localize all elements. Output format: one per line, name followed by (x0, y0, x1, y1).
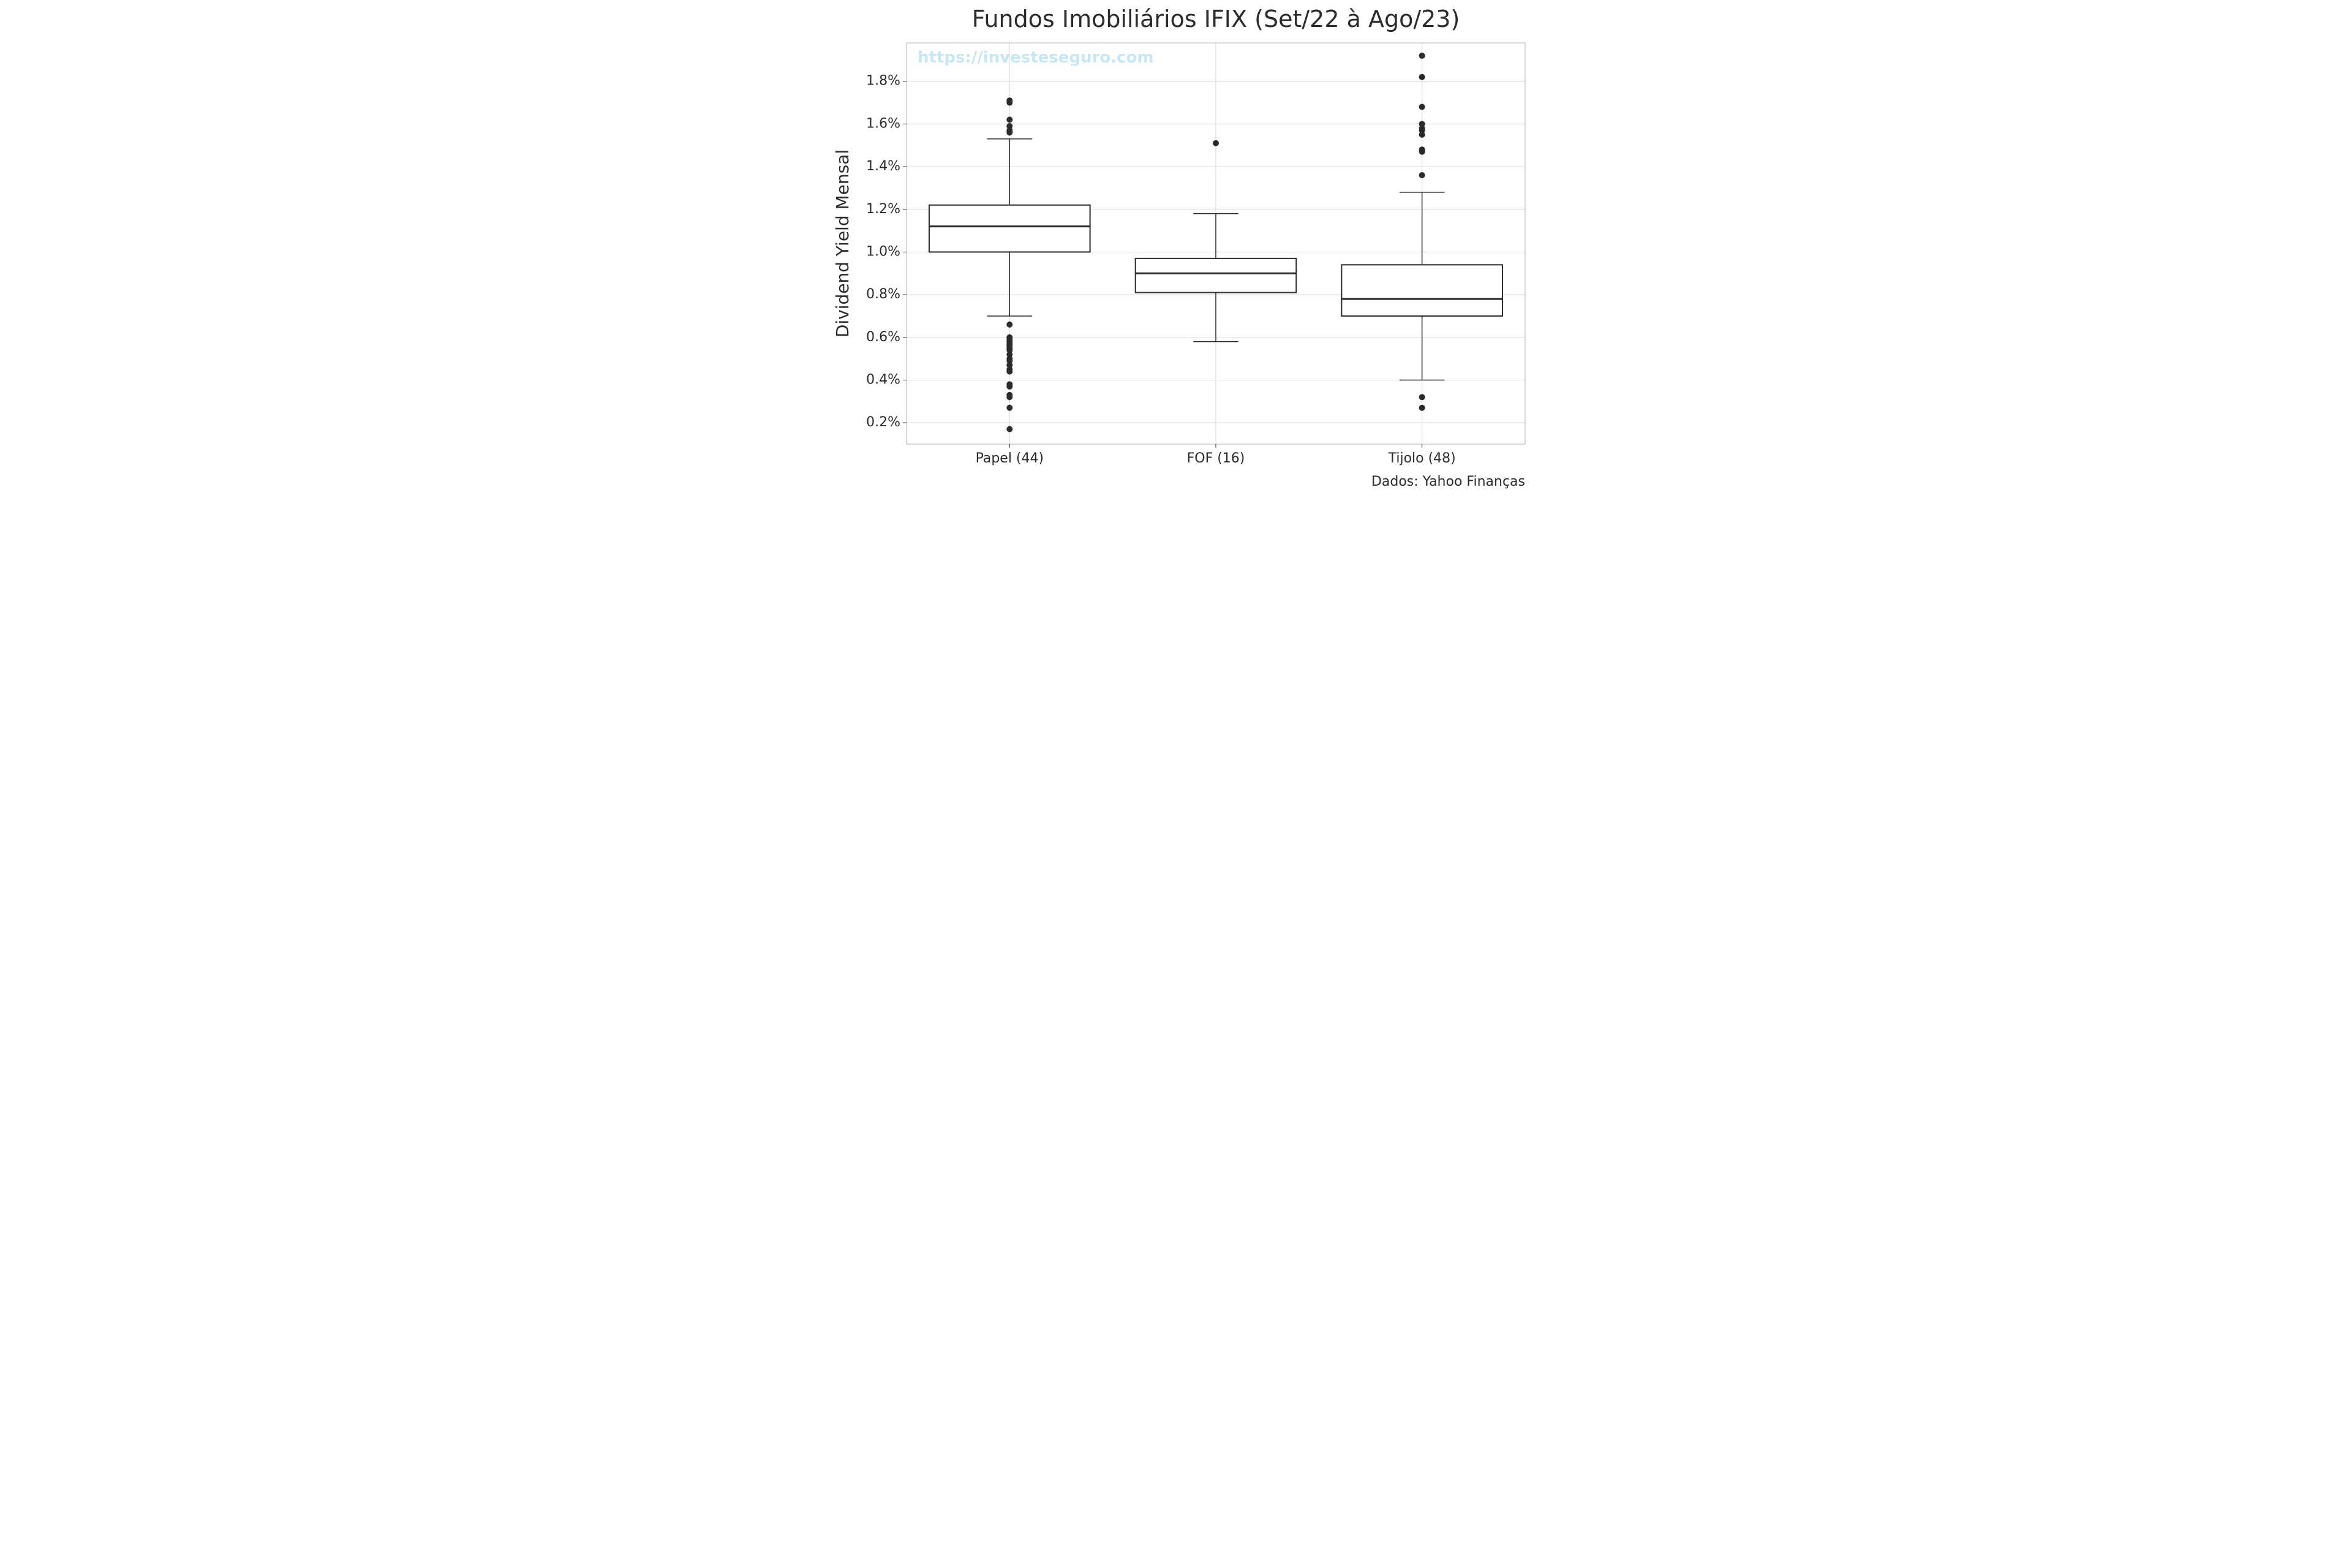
outlier-point (1419, 405, 1425, 411)
box (1341, 265, 1502, 316)
ytick-label: 0.8% (866, 287, 900, 302)
ytick-label: 0.2% (866, 415, 900, 430)
outlier-point (1213, 140, 1219, 146)
source-caption: Dados: Yahoo Finanças (1371, 474, 1525, 489)
outlier-point (1006, 100, 1012, 106)
outlier-point (1006, 369, 1012, 375)
chart-title: Fundos Imobiliários IFIX (Set/22 à Ago/2… (972, 6, 1460, 32)
outlier-point (1006, 394, 1012, 400)
outlier-point (1419, 172, 1425, 178)
ytick-label: 1.0% (866, 244, 900, 259)
xtick-label: FOF (16) (1187, 451, 1245, 466)
outlier-point (1419, 149, 1425, 155)
ytick-label: 0.6% (866, 330, 900, 345)
xtick-label: Tijolo (48) (1388, 451, 1456, 466)
outlier-point (1006, 322, 1012, 328)
outlier-point (1006, 426, 1012, 432)
outlier-point (1419, 132, 1425, 138)
box (929, 205, 1090, 252)
y-axis: 0.2% 0.4% 0.6% 0.8% 1.0% 1.2% 1.4% 1.6% 1.8% (866, 74, 907, 430)
watermark-text: https://investeseguro.com (918, 48, 1154, 67)
outlier-point (1419, 394, 1425, 400)
ytick-label: 1.8% (866, 74, 900, 89)
ytick-label: 1.2% (866, 202, 900, 217)
outlier-point (1006, 116, 1012, 123)
outlier-point (1006, 405, 1012, 411)
outlier-point (1419, 104, 1425, 110)
ytick-label: 1.4% (866, 159, 900, 174)
outlier-point (1006, 383, 1012, 390)
y-axis-label: Dividend Yield Mensal (832, 149, 853, 337)
xtick-label: Papel (44) (976, 451, 1044, 466)
box (1136, 258, 1297, 293)
ytick-label: 1.6% (866, 116, 900, 131)
x-axis: Papel (44) FOF (16) Tijolo (48) (976, 444, 1456, 466)
outlier-point (1419, 53, 1425, 59)
outlier-point (1419, 74, 1425, 80)
boxplot-chart: https://investeseguro.com 0.2% 0.4% 0.6% 0.8… (809, 0, 1544, 508)
outlier-point (1006, 129, 1012, 135)
ytick-label: 0.4% (866, 372, 900, 387)
